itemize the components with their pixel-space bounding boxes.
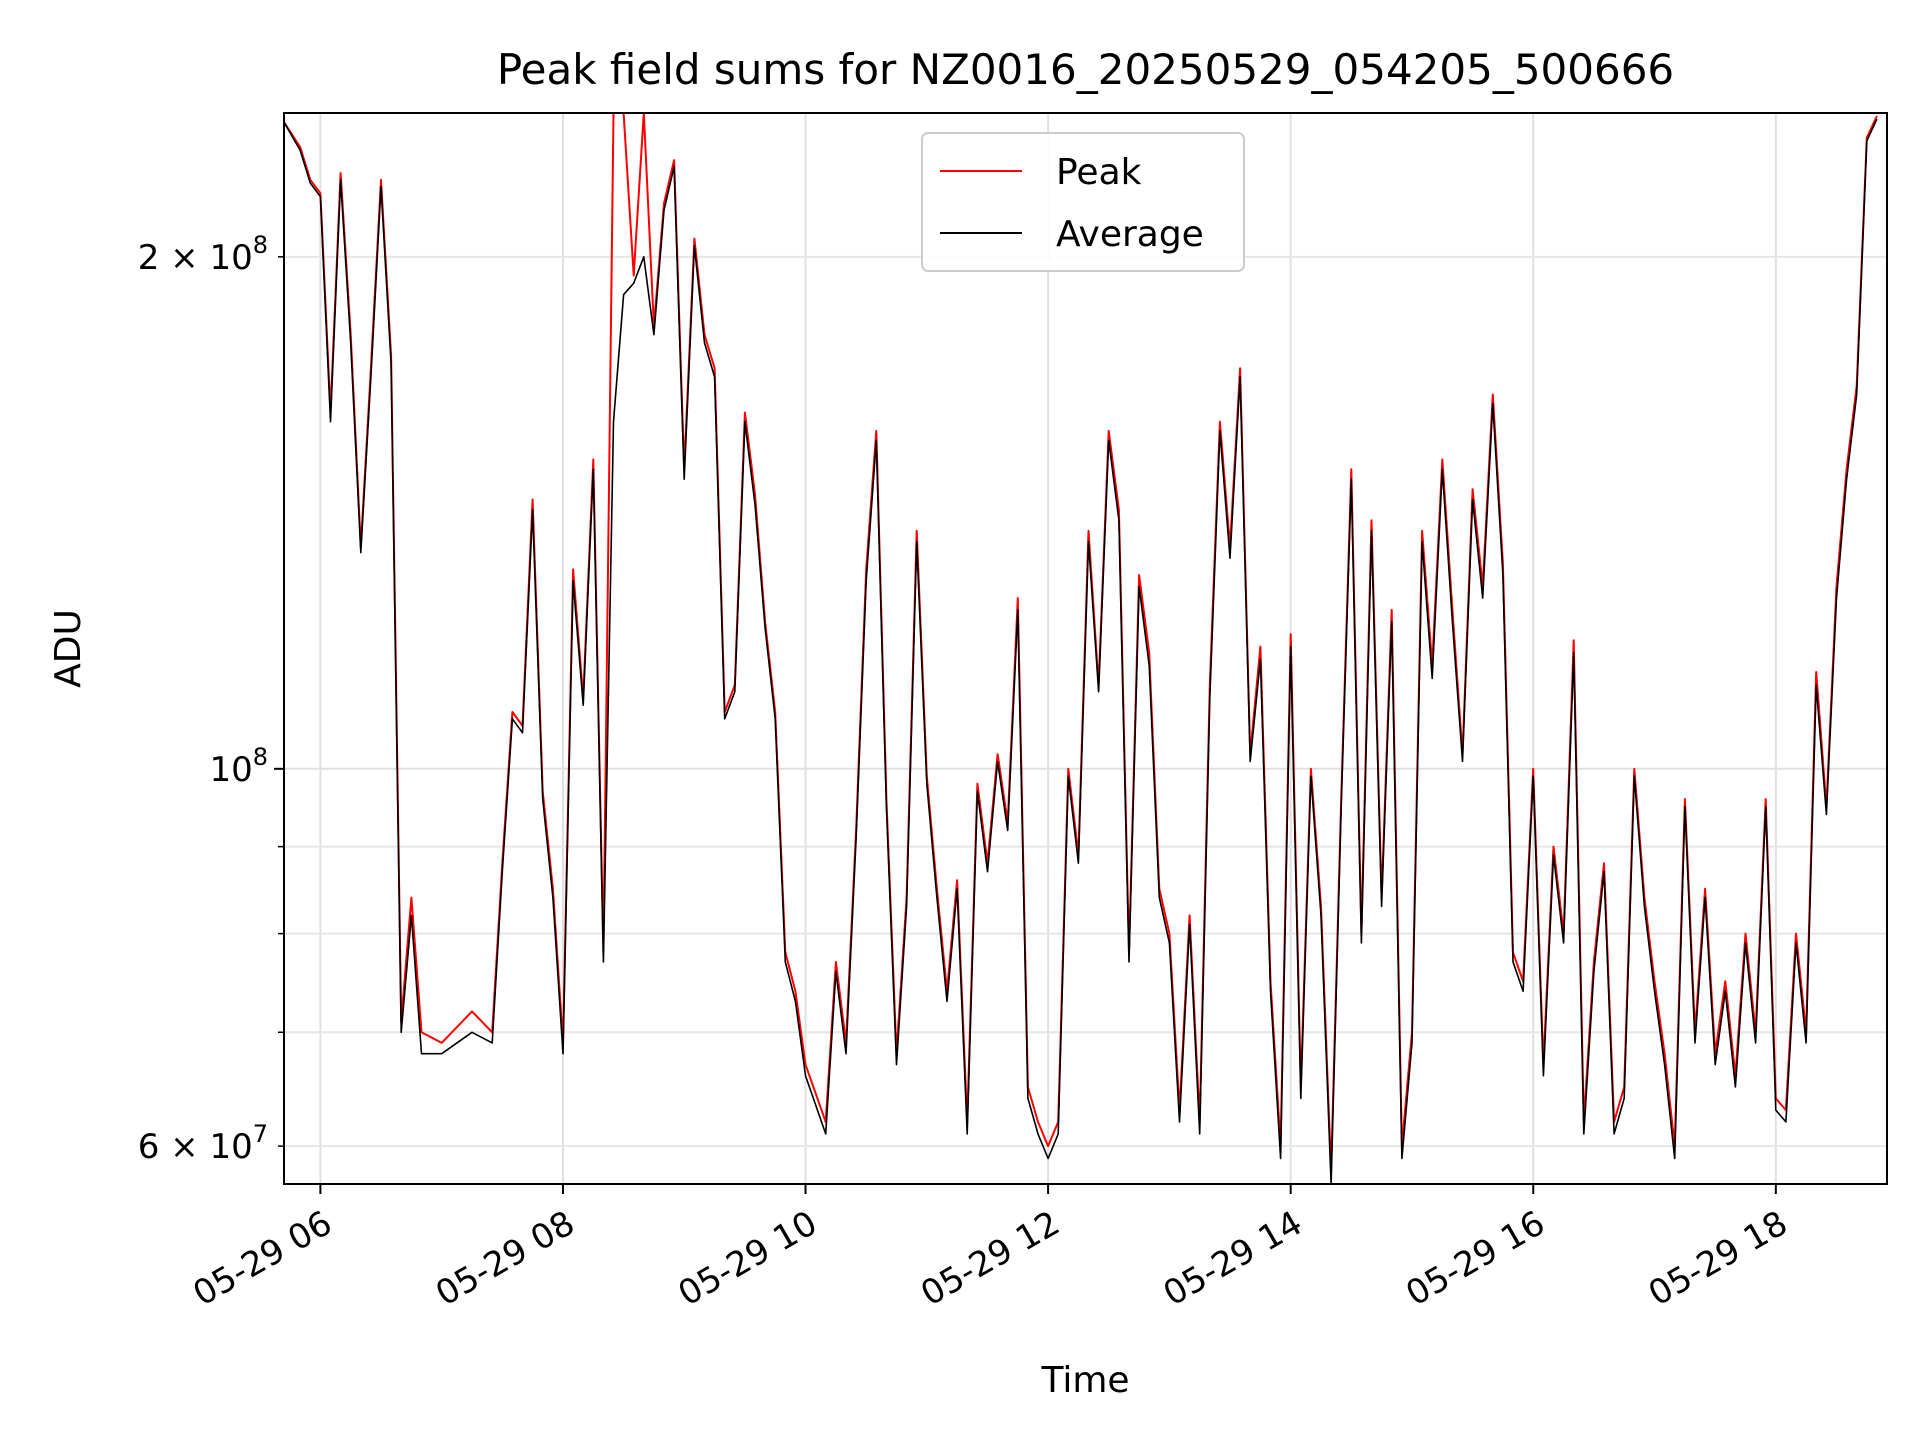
chart-title: Peak field sums for NZ0016_20250529_0542… (497, 45, 1674, 94)
y-tick-label: 6 × 107 (138, 1120, 268, 1167)
legend-label-average: Average (1056, 214, 1204, 255)
legend: Peak Average (921, 132, 1245, 272)
grid (284, 113, 1887, 1184)
legend-box (921, 132, 1245, 272)
x-axis-label: Time (1040, 1360, 1129, 1401)
y-tick-label: 2 × 108 (138, 231, 268, 278)
y-tick-label: 108 (209, 743, 268, 790)
y-axis-label: ADU (48, 609, 89, 688)
series-group (284, 113, 1878, 1184)
plot-frame (283, 112, 1888, 1185)
y-axis: 108 6 × 107 2 × 108 (138, 231, 284, 1167)
series-line-average (284, 118, 1878, 1184)
legend-label-peak: Peak (1056, 152, 1142, 193)
